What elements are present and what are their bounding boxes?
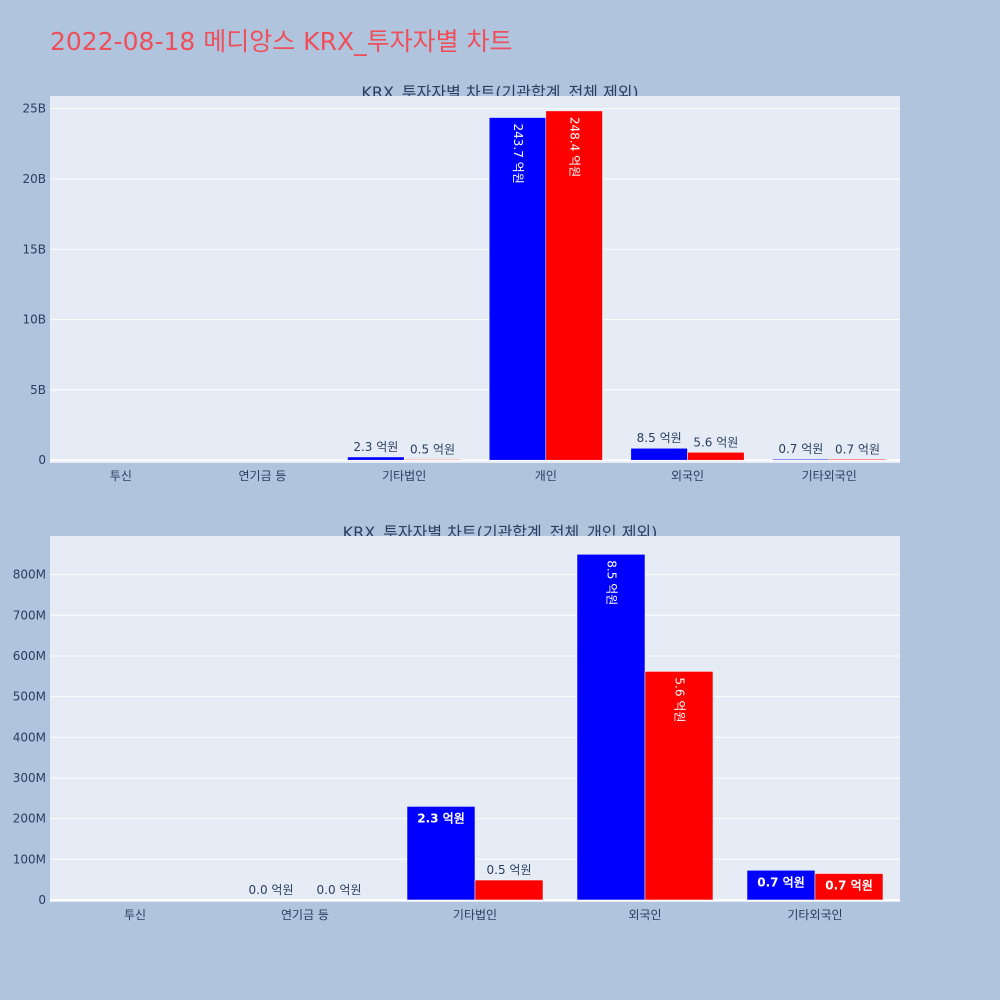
chart-1-y-tick-label: 25B — [22, 102, 46, 116]
chart-1-data-label: 2.3 억원 — [353, 440, 398, 454]
chart-2-data-label: 8.5 억원 — [605, 560, 619, 605]
chart-1-bar — [545, 110, 603, 461]
chart-2-y-tick-label: 800M — [13, 568, 46, 582]
chart-1-bar — [347, 456, 405, 461]
chart-1-plot-area — [50, 96, 900, 463]
chart-1-x-tick-label: 외국인 — [671, 469, 704, 483]
chart-1-x-tick-label: 개인 — [535, 469, 557, 483]
chart-2-y-tick-label: 100M — [13, 852, 46, 866]
chart-2-data-label: 0.0 억원 — [249, 883, 294, 897]
chart-2-y-tick-label: 600M — [13, 649, 46, 663]
chart-1-data-label: 8.5 억원 — [637, 431, 682, 445]
chart-2-bar — [474, 879, 544, 901]
chart-2-y-tick-label: 0 — [38, 893, 46, 907]
chart-2-data-label: 0.7 억원 — [825, 879, 873, 893]
chart-2-data-label: 2.3 억원 — [417, 811, 465, 825]
chart-2-bar — [406, 806, 476, 901]
chart-2-y-tick-label: 300M — [13, 771, 46, 785]
chart-2-data-label: 0.7 억원 — [757, 875, 805, 889]
chart-2-bar — [576, 554, 646, 901]
chart-2-y-tick-label: 700M — [13, 608, 46, 622]
chart-2-data-label: 0.5 억원 — [487, 863, 532, 877]
chart-1-data-label: 0.7 억원 — [835, 442, 880, 456]
chart-1-data-label: 5.6 억원 — [693, 435, 738, 449]
chart-2-x-tick-label: 기타법인 — [453, 908, 497, 922]
chart-2-bar — [644, 671, 714, 901]
chart-1-y-tick-label: 10B — [22, 313, 46, 327]
chart-1-x-tick-label: 투신 — [110, 469, 132, 483]
chart-1-y-tick-label: 20B — [22, 172, 46, 186]
chart-1-x-tick-label: 기타외국인 — [802, 469, 857, 483]
chart-1-y-tick-label: 5B — [30, 383, 46, 397]
chart-1-data-label: 0.7 억원 — [778, 442, 823, 456]
chart-2-x-tick-label: 연기금 등 — [281, 908, 329, 922]
chart-2-x-tick-label: 외국인 — [628, 908, 661, 922]
chart-1-bar — [687, 452, 745, 461]
chart-1-bar — [488, 117, 547, 461]
chart-1-x-tick-label: 기타법인 — [382, 469, 426, 483]
chart-1-y-tick-label: 0 — [38, 453, 46, 467]
chart-1-bar — [403, 459, 462, 461]
chart-2-y-tick-label: 400M — [13, 730, 46, 744]
chart-1-data-label: 0.5 억원 — [410, 442, 455, 456]
chart-1-x-tick-label: 연기금 등 — [239, 469, 287, 483]
page-title: 2022-08-18 메디앙스 KRX_투자자별 차트 — [50, 27, 513, 56]
chart-2-data-label: 5.6 억원 — [673, 677, 687, 722]
chart-1-y-tick-label: 15B — [22, 242, 46, 256]
chart-1-data-label: 248.4 억원 — [568, 117, 582, 177]
chart-2-y-tick-label: 200M — [13, 812, 46, 826]
chart-2-bar — [746, 870, 816, 901]
chart-2-y-tick-label: 500M — [13, 690, 46, 704]
chart-2-x-tick-label: 기타외국인 — [787, 908, 842, 922]
chart-2-bar — [814, 873, 884, 901]
chart-2-data-label: 0.0 억원 — [317, 883, 362, 897]
chart-1-data-label: 243.7 억원 — [511, 124, 525, 184]
investor-bar-chart-1: 0 5B 10B 15B 20B 25B 투신 연기금 등 기타법인 2.3 억원 0.5 억원개인… — [22, 96, 900, 483]
chart-1-bar — [828, 459, 887, 461]
chart-2-x-tick-label: 투신 — [124, 908, 146, 922]
